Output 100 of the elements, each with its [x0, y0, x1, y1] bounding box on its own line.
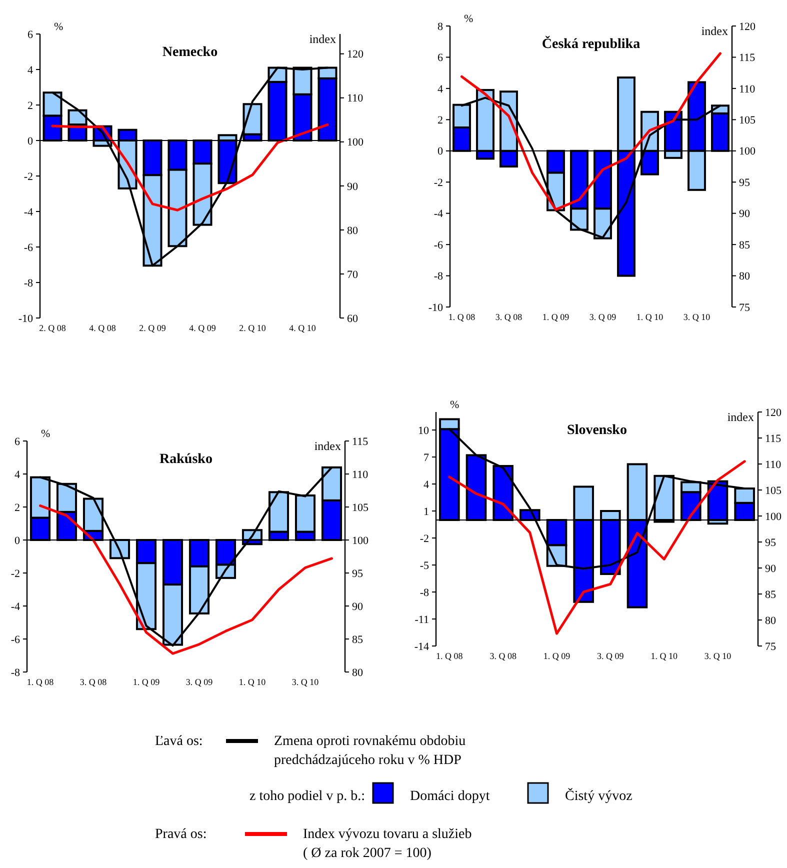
y-tick-label: 2: [438, 114, 443, 127]
y2-tick-label: 90: [347, 180, 358, 193]
text: Rakúsko: [160, 452, 212, 467]
y2-tick-label: 110: [765, 458, 782, 471]
legend-label: Zmena oproti rovnakému obdobiu predchádzajúceho roku v % HDP: [274, 734, 466, 768]
y2-tick-label: 105: [352, 502, 369, 514]
x-tick-label: 3. Q 08: [495, 312, 523, 322]
y-tick-label: 0: [14, 534, 20, 547]
y2-tick-label: 110: [352, 468, 369, 481]
y2-axis-title: index: [701, 24, 728, 38]
y2-tick-label: 120: [347, 48, 364, 61]
y2-tick-label: 80: [739, 270, 750, 283]
y2-tick-label: 115: [765, 432, 782, 445]
y2-tick-label: 85: [765, 588, 776, 601]
y-axis-title: %: [54, 21, 64, 33]
y-tick-label: -10: [428, 302, 444, 314]
y2-tick-label: 115: [739, 52, 756, 64]
y-tick-label: 8: [438, 20, 444, 33]
x-tick-label: 1. Q 08: [26, 677, 54, 687]
y2-tick-label: 80: [765, 614, 776, 627]
y-tick-label: -8: [434, 270, 444, 283]
y2-tick-label: 100: [347, 136, 364, 149]
x-tick-label: 3. Q 09: [597, 651, 624, 661]
x-tick-label: 3. Q 08: [490, 651, 517, 661]
text: Česká republika: [542, 35, 640, 52]
y2-tick-label: 90: [765, 562, 776, 575]
y-tick-label: -2: [434, 176, 443, 189]
y-tick-label: 4: [14, 468, 20, 481]
y2-tick-label: 105: [765, 484, 782, 497]
y-tick-label: 6: [438, 52, 444, 64]
y-tick-label: 2: [14, 502, 20, 514]
y-tick-label: 4: [424, 478, 430, 491]
y2-tick-label: 115: [352, 436, 369, 448]
y-tick-label: -4: [24, 206, 34, 218]
legend-label: Čistý vývoz: [565, 787, 632, 804]
y2-tick-label: 120: [765, 406, 782, 419]
y-tick-label: -14: [414, 640, 430, 653]
y-axis-title: %: [450, 399, 460, 411]
x-tick-label: 1. Q 10: [650, 651, 678, 661]
y-tick-label: -8: [420, 586, 430, 599]
y2-tick-label: 85: [352, 634, 364, 646]
y-tick-label: 10: [418, 424, 430, 437]
x-tick-label: 1. Q 09: [132, 677, 160, 687]
x-tick-label: 1. Q 10: [636, 312, 664, 322]
x-tick-label: 2. Q 10: [239, 323, 266, 333]
y2-tick-label: 120: [739, 20, 756, 33]
text: Ľavá os:: [155, 734, 203, 749]
y2-tick-label: 105: [739, 114, 756, 127]
y-tick-label: 6: [28, 28, 34, 41]
y-tick-label: -4: [10, 600, 20, 613]
y-tick-label: 4: [438, 83, 444, 96]
x-tick-label: 1. Q 09: [542, 312, 570, 322]
y-tick-label: -8: [10, 666, 20, 679]
x-tick-label: 3. Q 08: [80, 677, 108, 687]
y-tick-label: -2: [10, 568, 20, 580]
y-tick-label: -5: [420, 560, 430, 572]
y-tick-label: -2: [24, 170, 33, 183]
y2-tick-label: 95: [739, 176, 750, 189]
y-tick-label: -8: [24, 277, 34, 290]
y2-tick-label: 100: [765, 510, 782, 523]
y2-tick-label: 75: [765, 640, 776, 653]
y2-tick-label: 90: [739, 208, 750, 220]
y-tick-label: -6: [24, 242, 34, 254]
y2-tick-label: 110: [739, 83, 756, 96]
y-tick-label: 0: [28, 135, 34, 148]
x-tick-label: 3. Q 09: [589, 312, 617, 322]
y2-tick-label: 95: [352, 568, 364, 580]
y2-tick-label: 85: [739, 239, 750, 252]
y-tick-label: -4: [434, 208, 444, 220]
text: Slovensko: [567, 423, 627, 438]
y-tick-label: 1: [424, 506, 429, 518]
x-tick-label: 3. Q 10: [704, 651, 732, 661]
x-tick-label: 3. Q 10: [683, 312, 711, 322]
legend-label: Index vývozu tovaru a služieb ( Ø za rok 2007 = 100): [303, 827, 472, 861]
text: Nemecko: [162, 45, 218, 60]
y2-axis-title: index: [314, 439, 341, 453]
y-tick-label: -6: [434, 239, 444, 252]
y-tick-label: 4: [28, 64, 34, 76]
y2-tick-label: 80: [347, 224, 358, 237]
y-tick-label: 2: [28, 100, 33, 112]
x-tick-label: 1. Q 08: [436, 651, 464, 661]
y-tick-label: 0: [438, 146, 444, 158]
y2-tick-label: 80: [352, 666, 364, 679]
y-axis-title: %: [464, 13, 474, 25]
x-tick-label: 1. Q 08: [448, 312, 476, 322]
legend-label: Domáci dopyt: [410, 789, 490, 804]
x-tick-label: 2. Q 08: [39, 323, 66, 333]
y2-tick-label: 70: [347, 268, 358, 281]
y2-tick-label: 60: [347, 312, 358, 325]
y-tick-label: -10: [18, 312, 34, 325]
text: Pravá os:: [155, 827, 207, 842]
y-tick-label: -6: [10, 634, 20, 646]
x-tick-label: 3. Q 09: [186, 677, 214, 687]
x-tick-label: 4. Q 08: [89, 323, 116, 333]
x-tick-label: 2. Q 09: [139, 323, 166, 333]
x-tick-label: 3. Q 10: [292, 677, 320, 687]
y2-tick-label: 100: [352, 534, 369, 547]
y2-tick-label: 100: [739, 146, 756, 158]
y2-tick-label: 90: [352, 600, 364, 613]
y2-tick-label: 75: [739, 302, 750, 314]
